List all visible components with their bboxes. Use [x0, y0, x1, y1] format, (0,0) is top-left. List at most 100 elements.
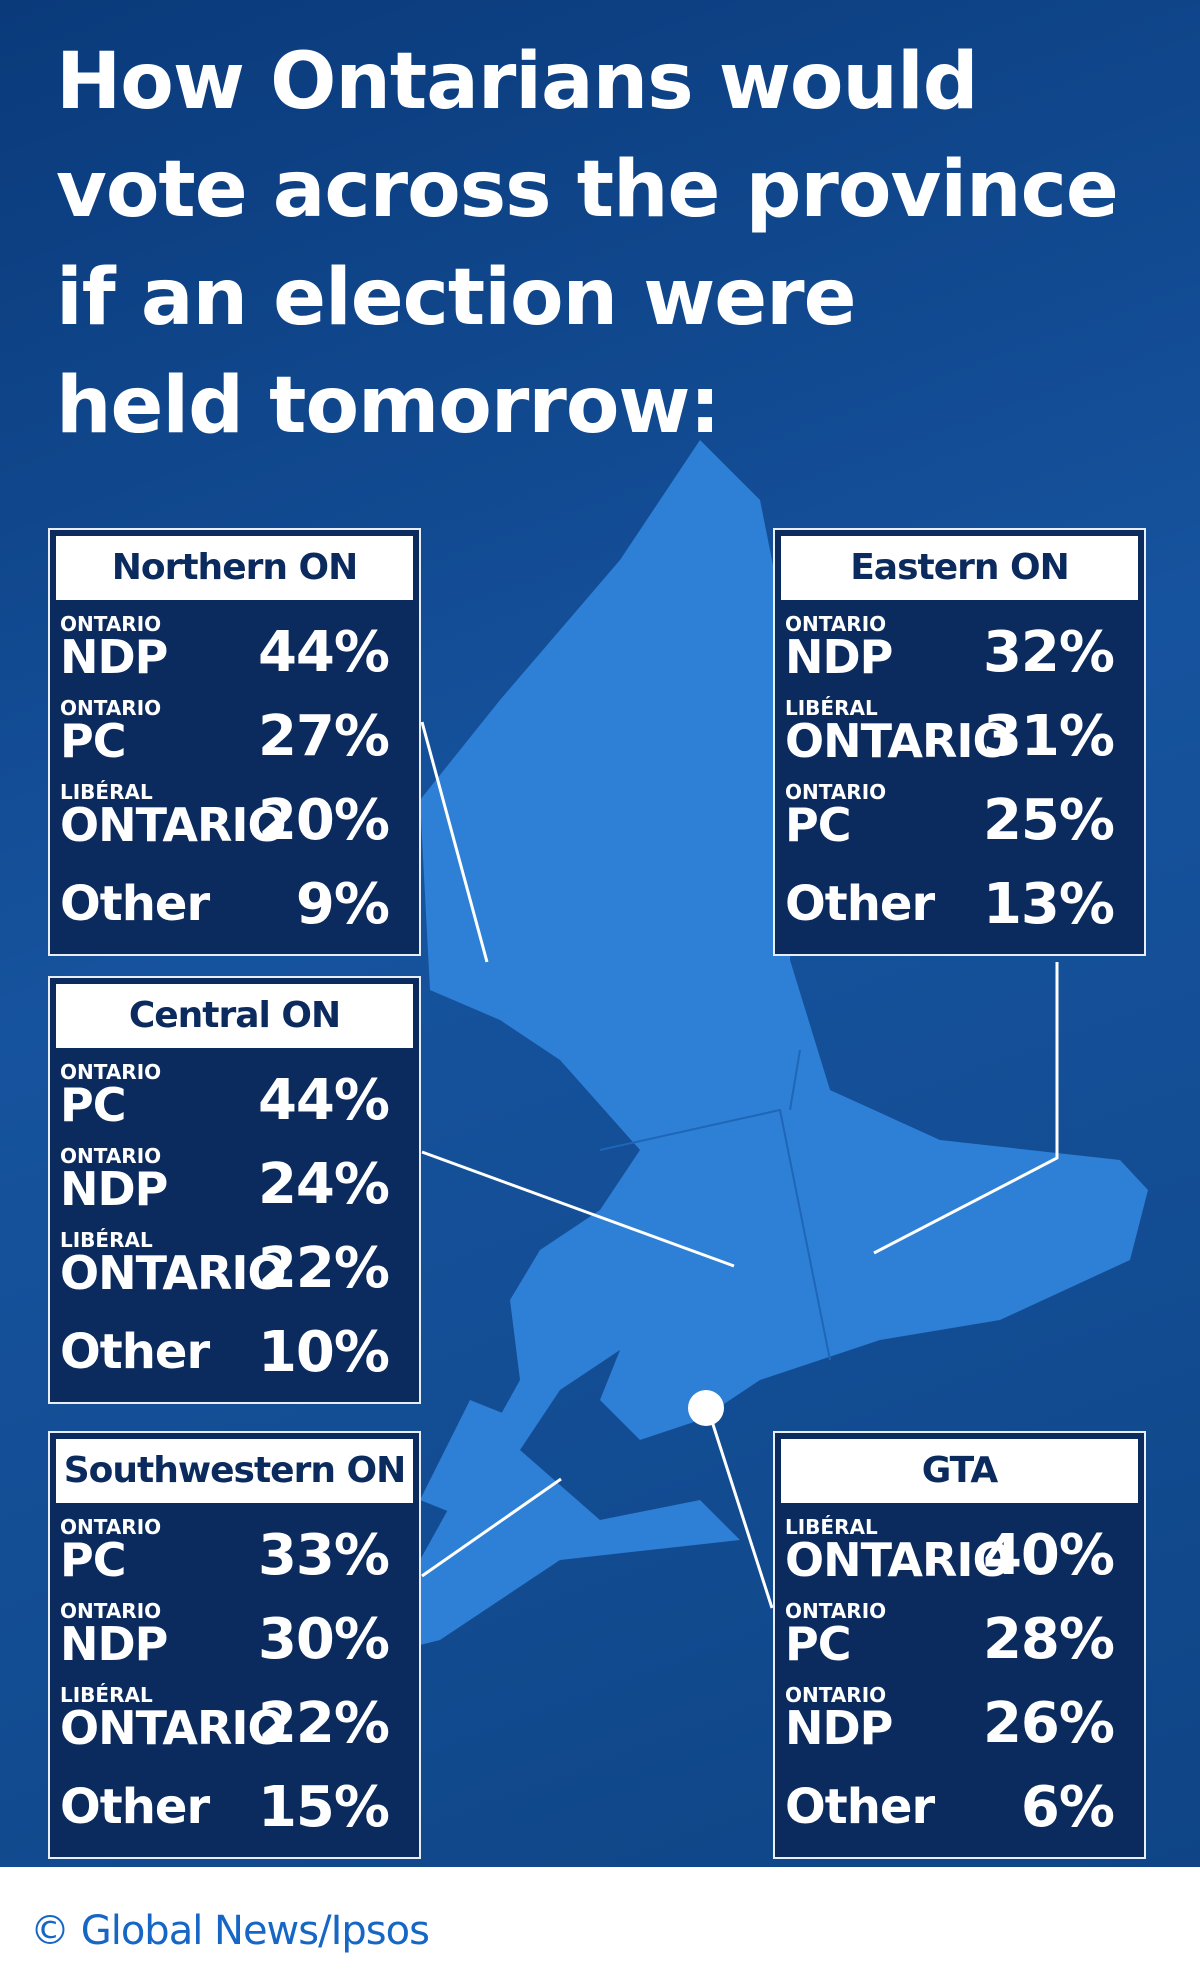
result-row: ONTARIO NDP 26% [775, 1677, 1144, 1761]
vote-share: 20% [257, 788, 390, 853]
map-shape [400, 440, 1148, 1650]
region-name: GTA [781, 1439, 1138, 1503]
title-line: How Ontarians would [56, 37, 979, 127]
map [400, 440, 1148, 1650]
party-logo: ONTARIO NDP [60, 614, 168, 684]
region-border [599, 1049, 831, 1361]
party-name: Other [785, 1779, 935, 1835]
vote-share: 22% [257, 1236, 390, 1301]
party-logo-text: NDP [60, 1162, 168, 1216]
result-row: ONTARIO NDP 30% [50, 1593, 419, 1677]
party-logo-text: ONTARIO [785, 1533, 1012, 1587]
party-logo: ONTARIO NDP [60, 1144, 168, 1216]
vote-share: 28% [982, 1607, 1115, 1672]
vote-share: 27% [257, 704, 390, 769]
vote-share: 44% [257, 620, 390, 685]
vote-share: 15% [257, 1775, 390, 1840]
party-logo: ONTARIO PC [60, 698, 161, 764]
result-row: Other 10% [50, 1306, 419, 1390]
region-box: Eastern ON ONTARIO NDP 32% LIBÉRAL ONTARIO 31%… [773, 528, 1146, 956]
connector [421, 1477, 562, 1578]
party-logo-text: ONTARIO [785, 780, 887, 804]
connector [707, 1411, 774, 1609]
region-box: Central ON ONTARIO PC 44% ONTARIO NDP 24% LIBÉR… [48, 976, 421, 1404]
connector [420, 721, 489, 963]
party-logo-text: LIBÉRAL [785, 1515, 878, 1539]
title-line: vote across the province [56, 145, 1119, 235]
result-row: ONTARIO NDP 44% [50, 606, 419, 690]
vote-share: 40% [982, 1523, 1115, 1588]
credit: © Global News/Ipsos [30, 1908, 430, 1954]
party-logo: ONTARIO PC [60, 1517, 161, 1583]
region-box: Northern ON ONTARIO NDP 44% ONTARIO PC 27% LIBÉ… [48, 528, 421, 956]
party-logo: LIBÉRAL ONTARIO [785, 1515, 1012, 1587]
party-logo-text: ONTARIO [60, 1515, 162, 1539]
region-name: Eastern ON [781, 536, 1138, 600]
result-row: LIBÉRAL ONTARIO 31% [775, 690, 1144, 774]
result-row: ONTARIO PC 44% [50, 1054, 419, 1138]
party-logo: LIBÉRAL ONTARIO [60, 780, 287, 852]
vote-share: 30% [257, 1607, 390, 1672]
region-name: Central ON [56, 984, 413, 1048]
party-name: Other [60, 876, 210, 932]
vote-share: 31% [982, 704, 1115, 769]
party-logo-text: LIBÉRAL [60, 1683, 153, 1707]
party-logo-text: PC [785, 798, 851, 852]
gta-marker [688, 1390, 724, 1426]
party-name: Other [60, 1779, 210, 1835]
region-box: Southwestern ON ONTARIO PC 33% ONTARIO NDP 30%… [48, 1431, 421, 1859]
party-logo-text: NDP [785, 1701, 893, 1755]
party-logo-text: NDP [785, 630, 893, 684]
connector [421, 1150, 735, 1268]
vote-share: 25% [982, 788, 1115, 853]
title: How Ontarians would vote across the provi… [56, 28, 1119, 460]
vote-share: 26% [982, 1691, 1115, 1756]
result-row: LIBÉRAL ONTARIO 20% [50, 774, 419, 858]
party-logo-text: ONTARIO [60, 798, 287, 852]
result-row: LIBÉRAL ONTARIO 40% [775, 1509, 1144, 1593]
party-logo-text: ONTARIO [785, 612, 887, 636]
vote-share: 24% [257, 1152, 390, 1217]
party-logo-text: ONTARIO [60, 1060, 162, 1084]
party-logo-text: ONTARIO [60, 1144, 162, 1168]
party-logo-text: PC [785, 1617, 851, 1671]
party-logo: ONTARIO PC [785, 1601, 886, 1667]
party-logo-text: LIBÉRAL [60, 1228, 153, 1252]
party-logo: ONTARIO PC [785, 782, 886, 848]
party-logo-text: PC [60, 1533, 126, 1587]
vote-share: 44% [257, 1068, 390, 1133]
party-logo-text: PC [60, 714, 126, 768]
result-row: ONTARIO PC 28% [775, 1593, 1144, 1677]
region-name: Southwestern ON [56, 1439, 413, 1503]
party-logo-text: ONTARIO [60, 1701, 287, 1755]
result-row: ONTARIO NDP 24% [50, 1138, 419, 1222]
result-row: LIBÉRAL ONTARIO 22% [50, 1677, 419, 1761]
title-line: held tomorrow: [56, 361, 721, 451]
party-logo-text: ONTARIO [785, 1683, 887, 1707]
vote-share: 10% [257, 1320, 390, 1385]
vote-share: 33% [257, 1523, 390, 1588]
result-row: LIBÉRAL ONTARIO 22% [50, 1222, 419, 1306]
party-logo-text: ONTARIO [785, 714, 1012, 768]
party-logo: LIBÉRAL ONTARIO [60, 1228, 287, 1300]
party-logo: ONTARIO PC [60, 1062, 161, 1128]
result-row: ONTARIO PC 27% [50, 690, 419, 774]
party-logo-text: NDP [60, 1617, 168, 1671]
result-row: Other 6% [775, 1761, 1144, 1845]
vote-share: 9% [295, 872, 390, 937]
party-logo: LIBÉRAL ONTARIO [60, 1683, 287, 1755]
party-logo-text: LIBÉRAL [60, 780, 153, 804]
connector [873, 962, 1059, 1255]
map-shape [420, 1400, 520, 1520]
party-logo-text: ONTARIO [60, 696, 162, 720]
vote-share: 13% [982, 872, 1115, 937]
party-logo-text: ONTARIO [60, 1246, 287, 1300]
result-row: ONTARIO NDP 32% [775, 606, 1144, 690]
region-name: Northern ON [56, 536, 413, 600]
party-name: Other [785, 876, 935, 932]
party-name: Other [60, 1324, 210, 1380]
party-logo-text: NDP [60, 630, 168, 684]
vote-share: 32% [982, 620, 1115, 685]
title-line: if an election were [56, 253, 857, 343]
